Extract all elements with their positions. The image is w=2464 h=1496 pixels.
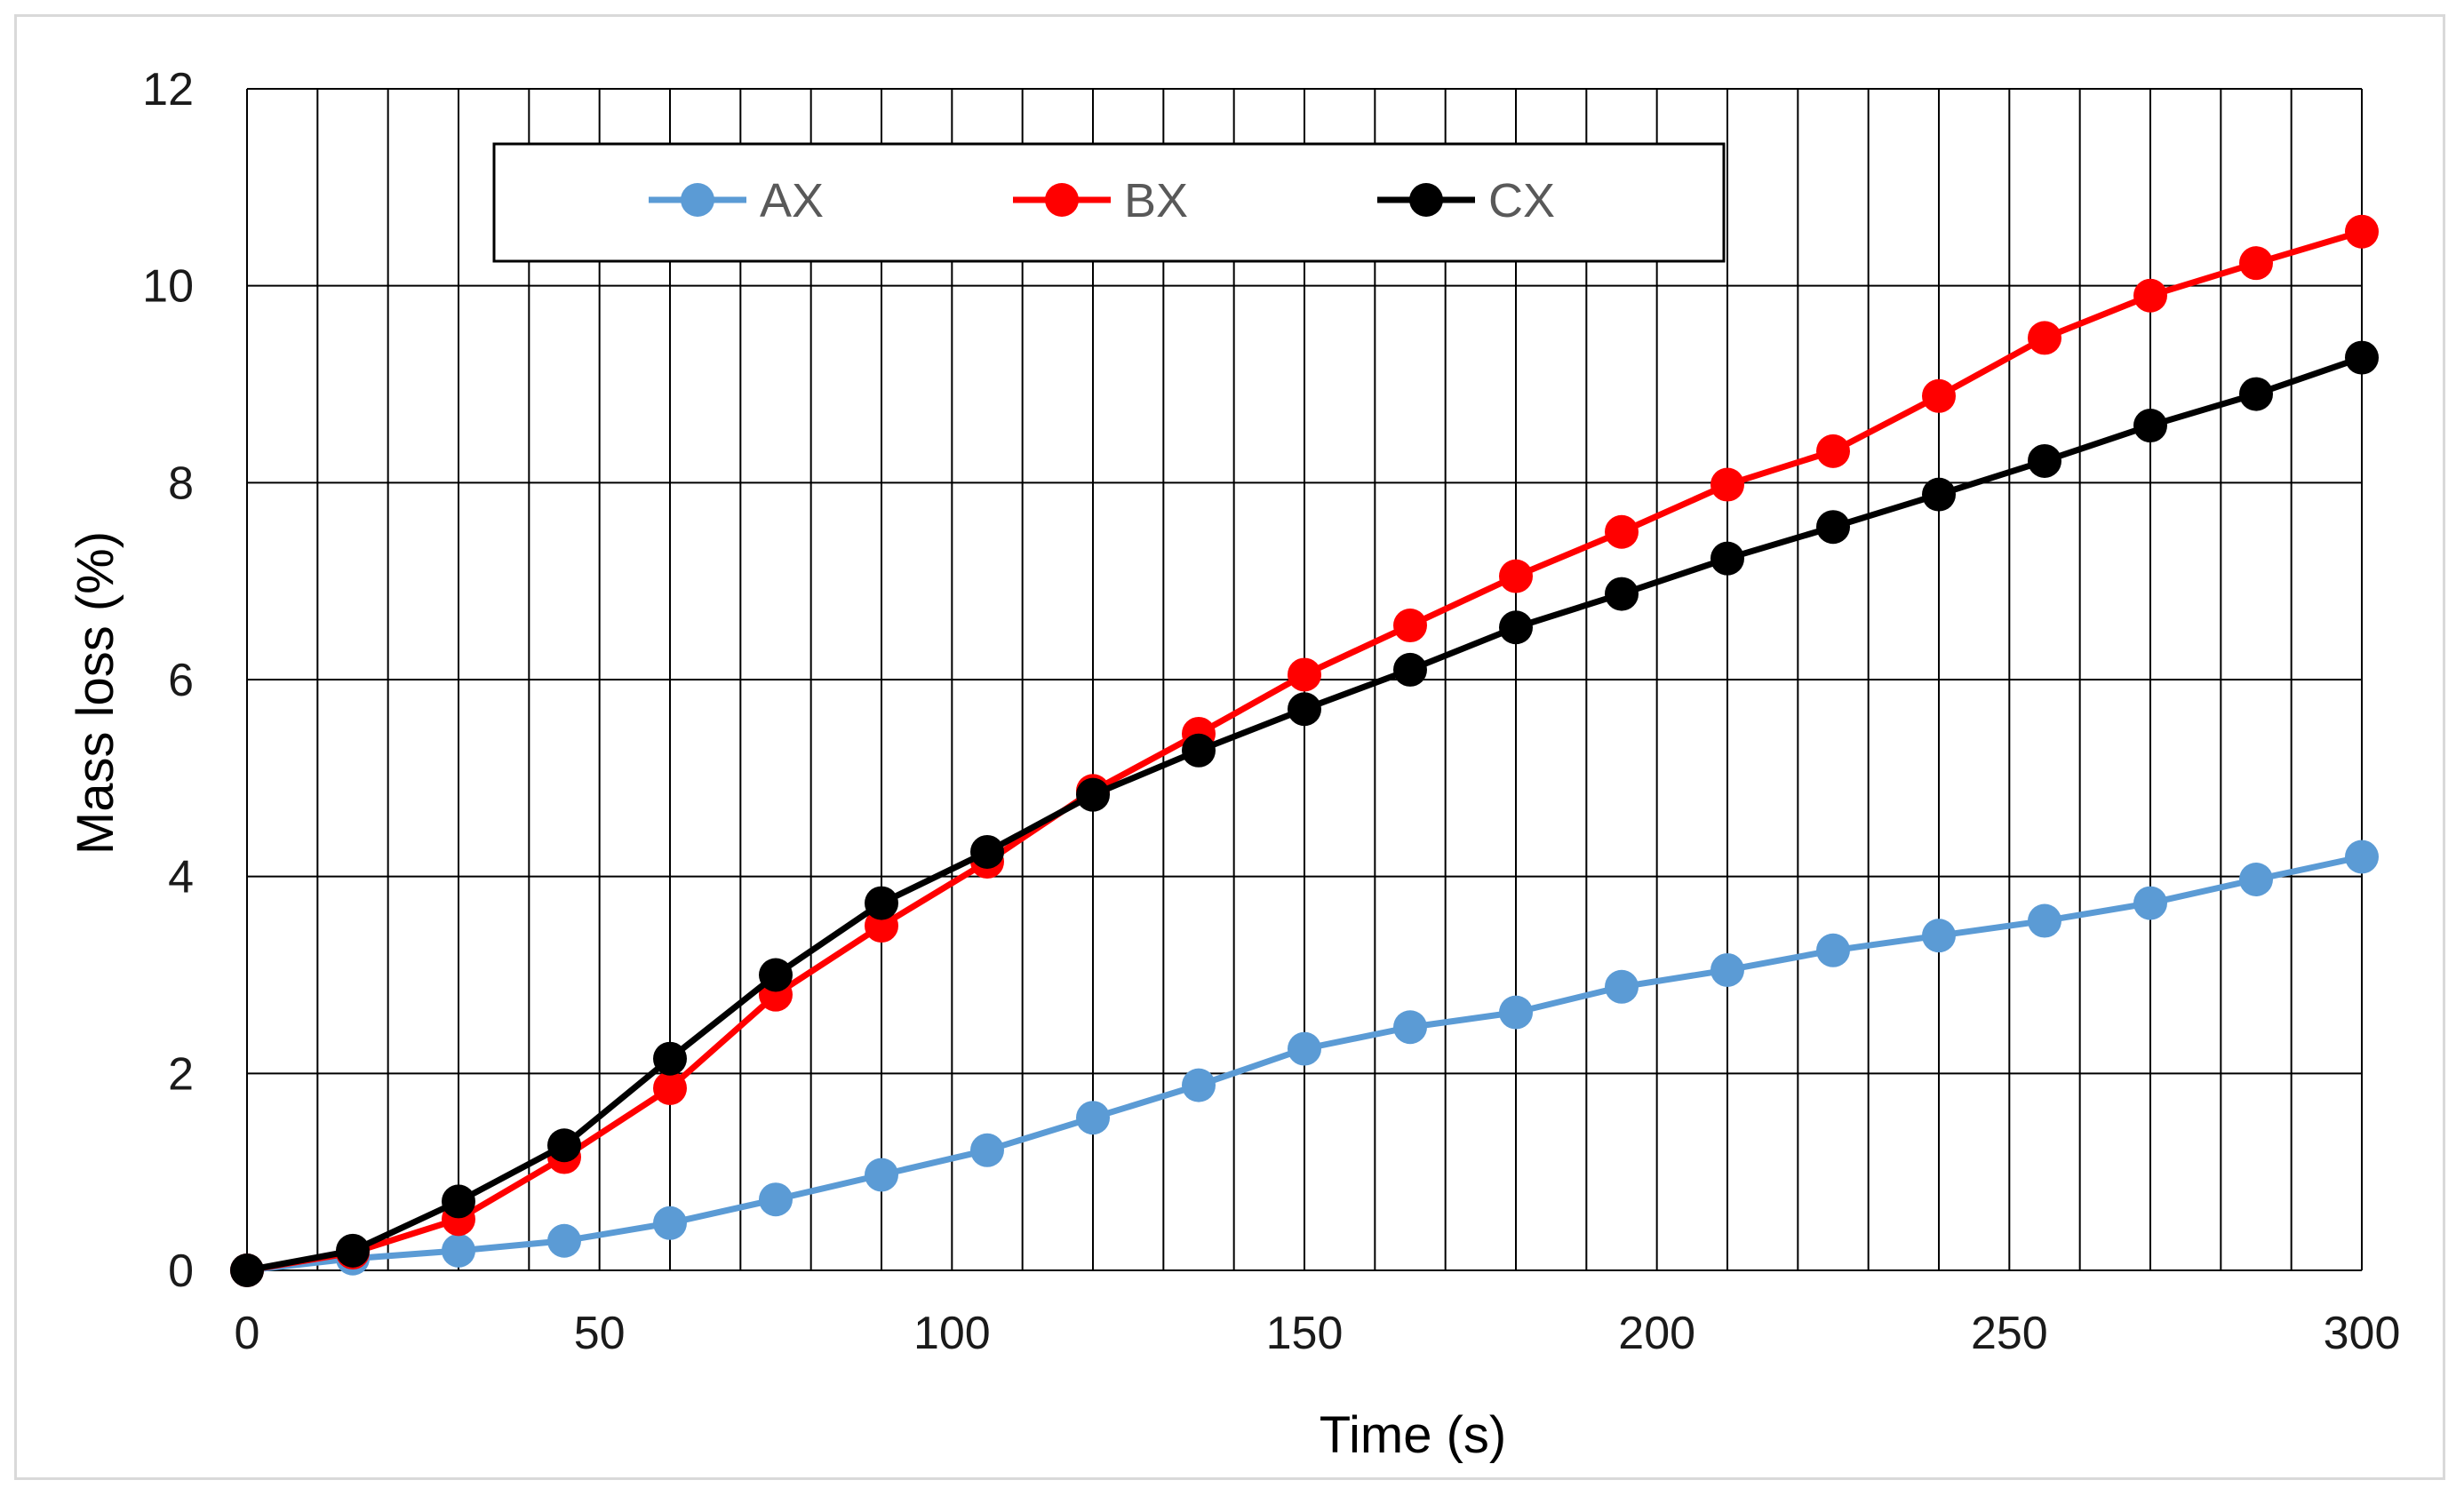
x-tick-label: 250 bbox=[1971, 1308, 2048, 1359]
data-point-ax bbox=[2028, 903, 2061, 938]
data-point-cx bbox=[442, 1184, 475, 1219]
y-axis-title: Mass loss (%) bbox=[67, 531, 124, 855]
data-point-cx bbox=[1288, 692, 1321, 727]
x-axis-ticks: 0 50 100 150 200 250 300 bbox=[235, 1308, 2401, 1359]
data-point-cx bbox=[336, 1233, 370, 1268]
data-point-cx bbox=[759, 958, 793, 992]
series-cx bbox=[230, 340, 2379, 1287]
y-tick-label: 6 bbox=[168, 655, 194, 706]
y-tick-label: 8 bbox=[168, 458, 194, 509]
x-tick-label: 200 bbox=[1618, 1308, 1695, 1359]
data-point-cx bbox=[970, 834, 1004, 869]
data-point-ax bbox=[2133, 886, 2167, 920]
legend-marker-swatch bbox=[1045, 183, 1079, 217]
data-point-cx bbox=[2239, 377, 2273, 411]
x-tick-label: 150 bbox=[1266, 1308, 1344, 1359]
y-tick-label: 10 bbox=[142, 261, 194, 313]
data-point-ax bbox=[1393, 1010, 1427, 1045]
legend-item-cx: CX bbox=[1377, 174, 1555, 227]
legend-marker-swatch bbox=[681, 183, 714, 217]
data-point-ax bbox=[1076, 1101, 1110, 1135]
data-point-cx bbox=[1710, 541, 1744, 576]
x-tick-label: 300 bbox=[2324, 1308, 2401, 1359]
data-point-cx bbox=[2345, 340, 2379, 375]
legend-marker-swatch bbox=[1409, 183, 1443, 217]
data-point-ax bbox=[2239, 862, 2273, 896]
data-point-bx bbox=[1922, 378, 1956, 413]
data-point-bx bbox=[1605, 514, 1639, 549]
data-point-bx bbox=[1816, 434, 1850, 468]
data-point-cx bbox=[230, 1253, 264, 1287]
data-point-ax bbox=[970, 1133, 1004, 1167]
data-point-ax bbox=[2345, 840, 2379, 874]
data-point-cx bbox=[547, 1128, 581, 1163]
data-point-bx bbox=[2239, 246, 2273, 281]
y-tick-label: 0 bbox=[168, 1245, 194, 1297]
data-point-bx bbox=[1499, 559, 1533, 593]
data-point-bx bbox=[2345, 214, 2379, 249]
data-point-ax bbox=[1710, 952, 1744, 987]
data-point-cx bbox=[1499, 610, 1533, 645]
data-point-ax bbox=[547, 1223, 581, 1258]
data-point-ax bbox=[1816, 933, 1850, 967]
data-point-cx bbox=[2133, 409, 2167, 443]
data-point-cx bbox=[1922, 477, 1956, 512]
legend-item-bx: BX bbox=[1013, 174, 1188, 227]
data-point-ax bbox=[1922, 919, 1956, 953]
data-point-bx bbox=[1710, 467, 1744, 502]
x-tick-label: 100 bbox=[913, 1308, 991, 1359]
data-point-cx bbox=[1393, 652, 1427, 687]
data-point-ax bbox=[759, 1182, 793, 1217]
x-tick-label: 50 bbox=[574, 1308, 626, 1359]
data-point-cx bbox=[1076, 777, 1110, 812]
y-tick-label: 12 bbox=[142, 64, 194, 115]
y-axis-ticks: 0 2 4 6 8 10 12 bbox=[142, 64, 194, 1297]
data-point-cx bbox=[1605, 577, 1639, 611]
data-point-ax bbox=[1288, 1031, 1321, 1066]
x-tick-label: 0 bbox=[235, 1308, 260, 1359]
data-point-ax bbox=[653, 1206, 687, 1240]
data-point-ax bbox=[865, 1158, 898, 1192]
data-point-bx bbox=[2133, 278, 2167, 313]
legend-label: BX bbox=[1124, 174, 1188, 227]
legend-label: CX bbox=[1488, 174, 1555, 227]
data-point-ax bbox=[1182, 1068, 1216, 1102]
y-tick-label: 2 bbox=[168, 1048, 194, 1100]
data-point-bx bbox=[1288, 657, 1321, 692]
data-point-cx bbox=[1816, 510, 1850, 545]
data-point-bx bbox=[653, 1070, 687, 1105]
data-point-ax bbox=[442, 1233, 475, 1268]
data-series bbox=[230, 214, 2379, 1287]
data-point-cx bbox=[865, 886, 898, 920]
data-point-ax bbox=[1499, 995, 1533, 1030]
legend-item-ax: AX bbox=[649, 174, 824, 227]
data-point-bx bbox=[2028, 321, 2061, 355]
x-axis-title: Time (s) bbox=[1320, 1406, 1506, 1464]
legend: AX BX CX bbox=[492, 142, 1726, 263]
data-point-cx bbox=[2028, 443, 2061, 478]
data-point-cx bbox=[1182, 733, 1216, 768]
data-point-ax bbox=[1605, 969, 1639, 1004]
y-tick-label: 4 bbox=[168, 852, 194, 903]
data-point-cx bbox=[653, 1041, 687, 1076]
data-point-bx bbox=[1393, 609, 1427, 643]
legend-label: AX bbox=[760, 174, 824, 227]
